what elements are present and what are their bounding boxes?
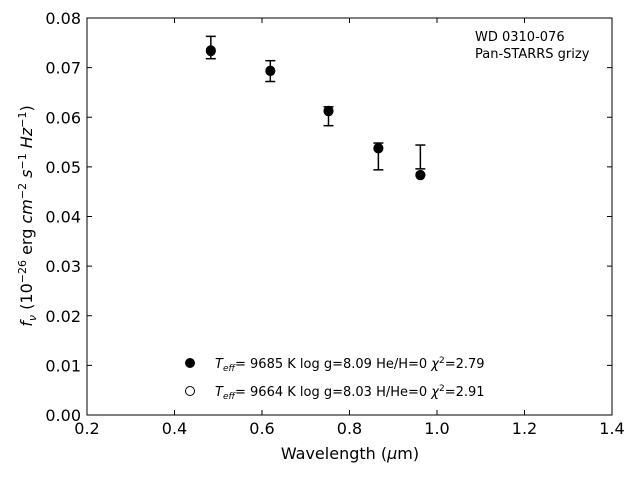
x-axis-label: Wavelength (μm)	[281, 444, 419, 463]
legend-entry-open: Teff= 9664 K log g=8.03 H/He=0 χ2=2.91	[215, 384, 485, 402]
y-tick-label: 0.01	[45, 356, 81, 375]
y-tick-label: 0.07	[45, 59, 81, 78]
filled-model-point	[205, 45, 216, 56]
y-axis-label: fν (10−26 erg cm−2 s−1 Hz−1)	[16, 105, 39, 326]
x-tick-labels: 0.2 0.4 0.6 0.8 1.0 1.2 1.4	[74, 419, 624, 438]
y-tick-label: 0.04	[45, 208, 81, 227]
x-tick-label: 0.2	[74, 419, 99, 438]
y-tick-labels: 0.00 0.01 0.02 0.03 0.04 0.05 0.06 0.07 0.08	[45, 9, 81, 425]
x-tick-label: 0.6	[249, 419, 274, 438]
x-tick-label: 0.8	[337, 419, 362, 438]
filled-model-point	[373, 143, 384, 154]
annotation-line-2: Pan-STARRS grizy	[475, 47, 590, 62]
x-tick-label: 0.4	[162, 419, 187, 438]
x-tick-label: 1.4	[599, 419, 624, 438]
x-tick-label: 1.2	[512, 419, 537, 438]
filled-model-point	[323, 105, 334, 116]
model-points	[205, 45, 426, 181]
legend-entry-filled: Teff= 9685 K log g=8.09 He/H=0 χ2=2.79	[215, 356, 485, 374]
x-tick-label: 1.0	[424, 419, 449, 438]
filled-model-point	[415, 169, 426, 180]
y-tick-label: 0.03	[45, 257, 81, 276]
filled-model-point	[265, 65, 276, 76]
legend-marker-filled	[185, 358, 195, 368]
y-tick-label: 0.08	[45, 9, 81, 28]
y-tick-label: 0.02	[45, 307, 81, 326]
legend: Teff= 9685 K log g=8.09 He/H=0 χ2=2.79 T…	[185, 356, 485, 402]
y-tick-label: 0.05	[45, 158, 81, 177]
y-tick-label: 0.00	[45, 406, 81, 425]
legend-marker-open	[185, 386, 195, 396]
y-tick-label: 0.06	[45, 108, 81, 127]
axis-ticks	[86, 17, 613, 416]
annotation-line-1: WD 0310-076	[475, 30, 565, 45]
